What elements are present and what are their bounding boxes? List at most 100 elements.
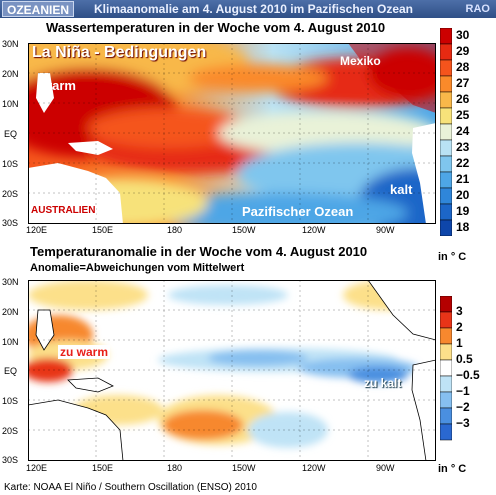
anomaly-legend: 3 2 1 0.5 −0.5 −1 −2 −3 [440,296,494,446]
mexiko-label: Mexiko [340,54,381,68]
legend-value: 2 [456,320,463,334]
lat-label: 20N [2,69,19,79]
legend-swatch [440,391,452,409]
sst-legend: 30 29 28 27 26 25 24 23 22 21 20 19 18 [440,28,494,268]
legend-value: 22 [456,156,470,170]
australia-outline [28,399,124,461]
lat-label: EQ [4,366,18,376]
legend-swatch [440,203,452,221]
zu-warm-label: zu warm [58,345,111,359]
legend-swatch [440,75,452,93]
legend-value: −0.5 [456,368,480,382]
lon-label: 120E [26,463,48,473]
legend-value: 27 [456,76,470,90]
legend-value: 29 [456,44,470,58]
legend-value: 1 [456,336,463,350]
legend-swatch [440,139,452,157]
lat-label: EQ [4,129,18,139]
legend-value: 19 [456,204,470,218]
lon-label: 150E [92,225,114,235]
lat-label: 10S [2,396,19,406]
warm-label: warm [42,78,76,93]
page-title: Klimaanomalie am 4. August 2010 im Pazif… [94,2,414,16]
legend-value: −2 [456,400,470,414]
la-nina-label: La Niña - Bedingungen [32,44,207,61]
legend-value: 0.5 [456,352,473,366]
lat-label: 20S [2,426,19,436]
anomaly-unit-label: in ° C [438,463,467,475]
lon-label: 150W [232,463,256,473]
sst-map [28,43,436,224]
legend-value: 28 [456,60,470,74]
legend-value: 21 [456,172,470,186]
legend-swatch [440,423,452,441]
legend-swatch [440,311,452,329]
south-america-land [412,123,436,224]
anomaly-map-title: Temperaturanomalie in der Woche vom 4. A… [30,244,368,259]
lon-label: 90W [376,463,395,473]
anomaly-map-subtitle: Anomalie=Abweichungen vom Mittelwert [30,262,245,274]
header-bar: OZEANIEN Klimaanomalie am 4. August 2010… [0,0,496,18]
lon-label: 120W [302,225,326,235]
legend-value: −1 [456,384,470,398]
legend-value: 24 [456,124,470,138]
lat-label: 10N [2,337,19,347]
lon-label: 150W [232,225,256,235]
sst-unit-label: in ° C [438,251,467,263]
legend-value: 23 [456,140,470,154]
legend-swatch [440,91,452,109]
legend-value: 18 [456,220,470,234]
legend-swatch [440,28,452,45]
anomaly-map [28,280,436,461]
lat-label: 30N [2,277,19,287]
lon-label: 120W [302,463,326,473]
central-america-land [348,43,436,113]
lat-label: 20S [2,189,19,199]
legend-swatch [440,327,452,345]
legend-swatch [440,359,452,377]
source-credit: Karte: NOAA El Niño / Southern Oscillati… [4,482,257,493]
legend-swatch [440,123,452,141]
new-guinea-land [68,141,113,155]
lat-label: 20N [2,307,19,317]
legend-value: 26 [456,92,470,106]
legend-swatch [440,343,452,361]
legend-swatch [440,187,452,205]
central-america-outline [367,280,436,341]
zu-kalt-label: zu kalt [364,376,402,390]
region-badge: OZEANIEN [2,1,75,17]
legend-swatch [440,296,452,313]
south-america-outline [411,359,436,461]
legend-value: 25 [456,108,470,122]
australien-label: AUSTRALIEN [30,205,97,216]
legend-value: 30 [456,28,470,42]
anomaly-legend-swatches [440,296,452,441]
pazifik-label: Pazifischer Ozean [242,204,354,219]
lon-label: 90W [376,225,395,235]
legend-swatch [440,59,452,77]
legend-swatch [440,219,452,236]
new-guinea-outline [67,377,114,393]
lat-label: 10N [2,99,19,109]
legend-swatch [440,155,452,173]
lat-label: 10S [2,159,19,169]
legend-swatch [440,107,452,125]
legend-swatch [440,171,452,189]
legend-swatch [440,375,452,393]
sst-map-title: Wassertemperaturen in der Woche vom 4. A… [46,20,386,35]
lat-label: 30N [2,39,19,49]
legend-swatch [440,43,452,61]
sst-legend-swatches [440,28,452,236]
kalt-label: kalt [390,182,413,197]
brand-label: RAO [465,3,490,15]
legend-value: 20 [456,188,470,202]
lon-label: 180 [167,225,183,235]
legend-value: 3 [456,304,463,318]
lat-label: 30S [2,455,19,465]
lon-label: 120E [26,225,48,235]
lon-label: 150E [92,463,114,473]
legend-value: −3 [456,416,470,430]
lon-label: 180 [167,463,183,473]
legend-swatch [440,407,452,425]
lat-label: 30S [2,218,19,228]
